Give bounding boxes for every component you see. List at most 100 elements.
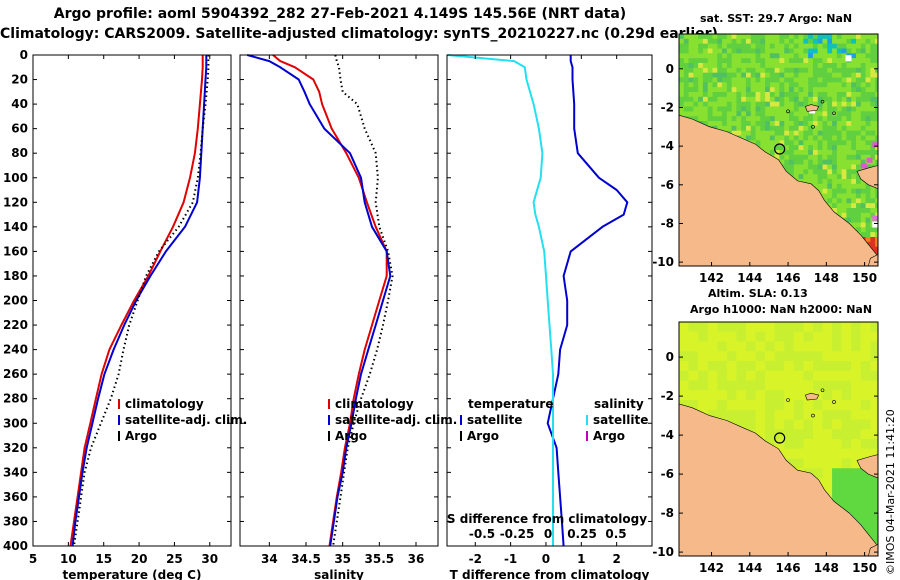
- sst-map-argo-marker: [774, 143, 786, 155]
- sst-map-cell: [832, 183, 838, 190]
- sla-map-cell: [870, 487, 878, 499]
- sst-map-cell: [865, 63, 872, 69]
- sst-map-cell: [827, 63, 833, 69]
- sst-map-cell: [822, 145, 829, 151]
- sst-map-cell: [793, 58, 800, 64]
- sst-map-cell: [855, 48, 862, 54]
- sla-map-cell: [679, 322, 690, 333]
- sla-map-cell: [870, 439, 878, 450]
- depth-tick-label: 360: [3, 490, 28, 504]
- sst-map-cell: [717, 34, 723, 40]
- sla-map-cell: [841, 429, 853, 440]
- sst-map-cell: [698, 72, 704, 79]
- sst-map-cell: [870, 188, 876, 195]
- sla-map-cell: [765, 390, 776, 401]
- sst-map-cell: [841, 169, 848, 175]
- sst-map-cell: [870, 58, 876, 64]
- sst-map-cell: [707, 58, 714, 64]
- sst-map-cell: [875, 198, 878, 204]
- sst-map-cell: [827, 169, 833, 175]
- sst-map-cell: [846, 179, 852, 185]
- sla-map-cell: [822, 439, 834, 450]
- sst-map-cell: [855, 212, 862, 219]
- sst-map-cell: [784, 159, 790, 166]
- sst-map-cell: [731, 116, 738, 122]
- sla-map-xtick-label: 142: [699, 561, 724, 575]
- sla-map-cell: [736, 361, 747, 372]
- sst-map-cell: [865, 67, 872, 74]
- sst-map-cell: [822, 77, 829, 83]
- sst-map-cell: [817, 183, 824, 190]
- sla-map-cell: [698, 370, 709, 382]
- sst-map-cell: [846, 203, 852, 209]
- sst-map-cell: [812, 130, 819, 137]
- sst-map-cell: [760, 116, 766, 122]
- sst-map-cell: [870, 92, 876, 98]
- sst-map-cell: [741, 58, 747, 64]
- sst-map-cell: [851, 92, 857, 98]
- sst-map-cell: [827, 38, 833, 45]
- sst-map-cell: [750, 106, 757, 112]
- sst-map-cell: [832, 58, 838, 64]
- sst-map-cell: [836, 125, 843, 132]
- sst-map-cell: [855, 82, 862, 88]
- sst-map-cell: [855, 183, 862, 190]
- sst-map-cell: [779, 116, 785, 122]
- sla-map-cell: [679, 341, 690, 352]
- differences-xtick-label: 1: [577, 552, 585, 566]
- sst-map-cell: [765, 72, 771, 79]
- sst-map-cell: [870, 43, 876, 50]
- sst-map-cell: [769, 58, 776, 64]
- sla-map-cell: [841, 370, 853, 382]
- sla-map-cell: [784, 409, 795, 421]
- sst-map-cell: [827, 145, 833, 151]
- sst-map-cell: [765, 63, 771, 69]
- sst-map-cell: [698, 111, 704, 117]
- sst-map-cell: [793, 48, 800, 54]
- sst-map-land-island: [868, 254, 878, 266]
- sst-map-cell: [846, 217, 852, 224]
- sst-map-cell: [683, 106, 690, 112]
- sst-map-cell: [717, 101, 723, 108]
- sst-map-cell: [832, 116, 838, 122]
- sst-map-cell: [774, 48, 781, 54]
- sla-map-cell: [812, 448, 824, 460]
- sst-map-cell: [841, 82, 848, 88]
- sst-map-cell: [803, 48, 809, 54]
- sst-map-cell: [755, 67, 762, 74]
- temperature-xtick-label: 5: [29, 552, 37, 566]
- sst-map-cell: [765, 82, 771, 88]
- sla-map-cell: [851, 458, 862, 469]
- sst-map-cell: [698, 87, 704, 93]
- sla-map-cell: [870, 526, 878, 538]
- sst-map-cell: [707, 101, 714, 108]
- diff-sal-legend-heading: salinity: [594, 397, 644, 411]
- sla-map-cell: [707, 400, 719, 411]
- sla-map-cell: [832, 448, 843, 460]
- sst-map-cell: [760, 130, 766, 137]
- sst-map-cell: [779, 154, 785, 161]
- sst-map-cell: [784, 72, 790, 79]
- sla-map-cell: [841, 400, 853, 411]
- sst-map-cell: [817, 154, 824, 161]
- sst-map-cell: [683, 92, 690, 98]
- sst-map-cell: [817, 63, 824, 69]
- sst-map-cell: [784, 67, 790, 74]
- sst-map-cell: [750, 87, 757, 93]
- sla-map-cell: [755, 429, 767, 440]
- sst-map-cell: [860, 179, 867, 185]
- sst-map-cell: [736, 48, 742, 54]
- sla-map-cell: [841, 341, 853, 352]
- sst-map-cell: [812, 159, 819, 166]
- sst-map-cell: [688, 106, 695, 112]
- sst-map-cell: [841, 101, 848, 108]
- sla-map-cell: [736, 400, 747, 411]
- sla-map-cell: [841, 458, 853, 469]
- sst-map-cell: [817, 58, 824, 64]
- sst-map-cell: [827, 82, 833, 88]
- sla-map-cell: [726, 322, 738, 333]
- sst-map-cell: [846, 101, 852, 108]
- depth-tick-label: 40: [11, 97, 28, 111]
- sla-map-cell: [793, 458, 805, 469]
- sst-map-cell: [702, 53, 709, 59]
